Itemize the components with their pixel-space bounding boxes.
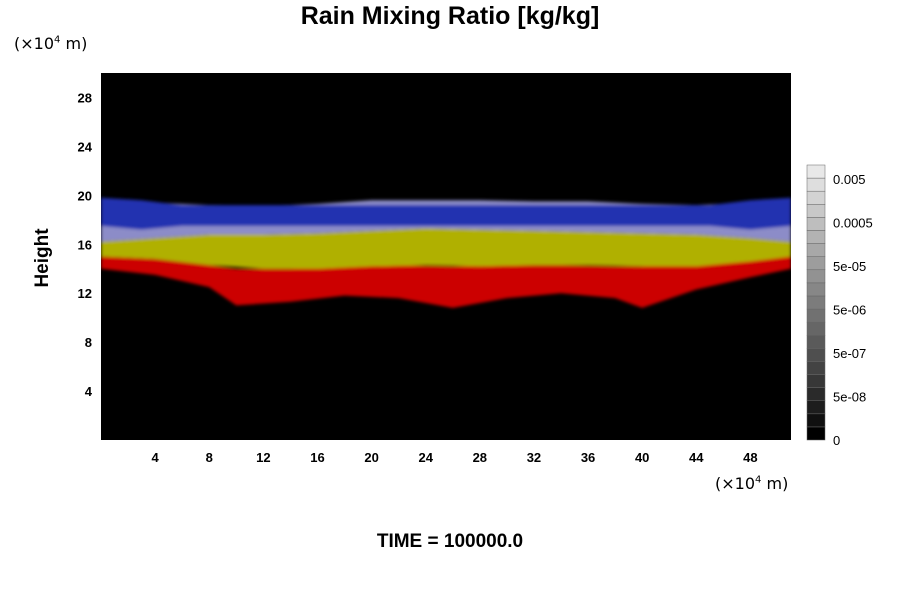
colorbar-label: 5e-08 — [833, 390, 866, 405]
colorbar-swatch — [806, 387, 826, 401]
colorbar-label: 5e-05 — [833, 259, 866, 274]
colorbar-swatch — [806, 190, 826, 205]
colorbar-swatch — [806, 400, 826, 415]
x-tick-label: 28 — [473, 450, 487, 465]
colorbar-swatch — [806, 426, 826, 441]
y-tick-label: 20 — [78, 188, 92, 203]
colorbar-label: 0.0005 — [833, 216, 873, 231]
colorbar-swatch — [806, 256, 826, 271]
colorbar-swatch — [806, 321, 826, 336]
x-tick-label: 44 — [689, 450, 704, 465]
colorbar-label: 5e-06 — [833, 303, 866, 318]
colorbar-swatch — [806, 230, 826, 244]
x-tick-label: 48 — [743, 450, 757, 465]
y-tick-label: 28 — [78, 90, 92, 105]
colorbar-swatch — [806, 217, 826, 231]
colorbar-swatch — [806, 177, 826, 192]
layer-blue — [101, 197, 791, 230]
colorbar-label: 5e-07 — [833, 346, 866, 361]
colorbar-swatch — [806, 243, 826, 257]
colorbar-swatch — [806, 374, 826, 388]
layer-red — [101, 254, 791, 308]
colorbar-label: 0 — [833, 433, 840, 448]
x-tick-label: 24 — [418, 450, 433, 465]
x-tick-label: 20 — [364, 450, 378, 465]
y-tick-label: 4 — [85, 384, 93, 399]
x-tick-label: 40 — [635, 450, 649, 465]
x-tick-label: 32 — [527, 450, 541, 465]
y-tick-label: 12 — [78, 286, 92, 301]
y-axis-unit: (×104 m) — [14, 34, 88, 53]
colorbar-swatch — [806, 308, 826, 323]
colorbar-label: 0.005 — [833, 172, 866, 187]
x-tick-label: 16 — [310, 450, 324, 465]
y-tick-label: 8 — [85, 335, 92, 350]
colorbar-swatch — [806, 334, 826, 349]
layer-yellow — [101, 228, 791, 269]
colorbar-swatch — [806, 282, 826, 297]
colorbar-swatch — [806, 164, 826, 179]
x-tick-label: 36 — [581, 450, 595, 465]
x-tick-label: 4 — [152, 450, 160, 465]
x-tick-label: 8 — [206, 450, 213, 465]
x-tick-label: 12 — [256, 450, 270, 465]
colorbar-swatch — [806, 348, 826, 362]
colorbar-swatch — [806, 269, 826, 284]
x-axis-unit: (×104 m) — [715, 474, 789, 493]
y-tick-label: 16 — [78, 237, 92, 252]
y-tick-label: 24 — [78, 139, 93, 154]
colorbar-swatch — [806, 204, 826, 218]
colorbar-swatch — [806, 295, 826, 310]
time-label: TIME = 100000.0 — [376, 531, 524, 552]
colorbar-swatch — [806, 361, 826, 375]
chart-title: Rain Mixing Ratio [kg/kg] — [300, 2, 600, 30]
colorbar-swatch — [806, 413, 826, 428]
